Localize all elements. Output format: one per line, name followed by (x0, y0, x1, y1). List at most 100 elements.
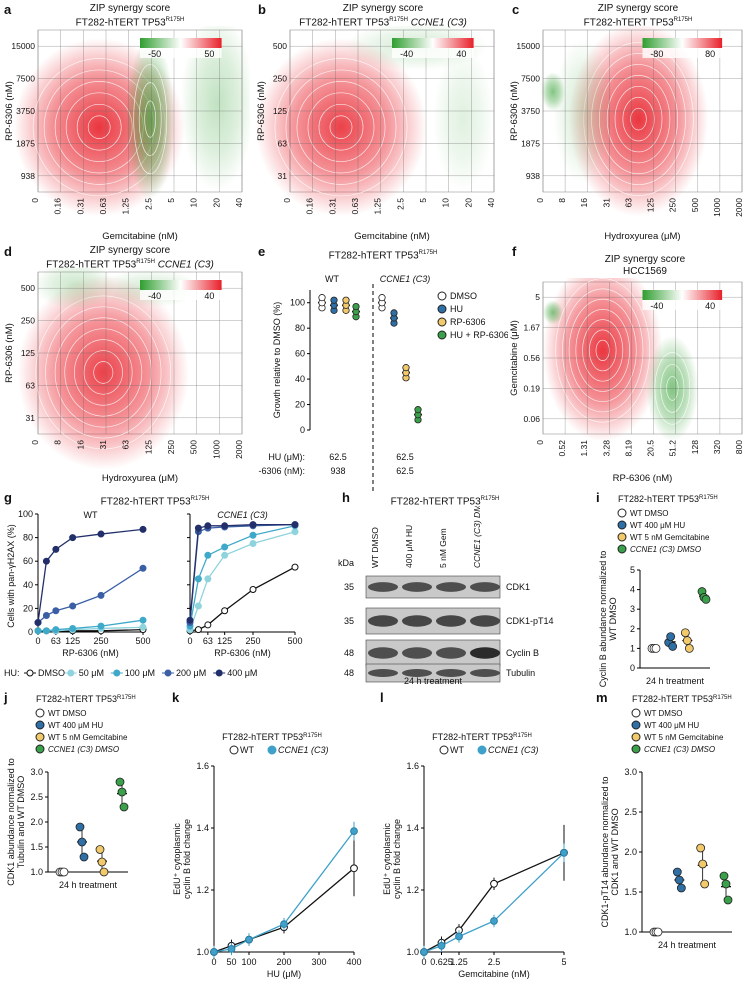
panel-label-g: g (4, 490, 12, 505)
contour-line (296, 81, 386, 174)
y-tick-label: 250 (21, 316, 35, 326)
data-point (204, 522, 212, 530)
data-point (721, 879, 731, 889)
contour-line (144, 100, 157, 138)
y-tick-label: 0.56 (523, 353, 540, 363)
data-point (291, 521, 299, 529)
y-tick-label: 1.6 (196, 761, 209, 771)
line-chart-l: FT282-hTERT TP53R175H WT CCNE1 (C3) 1.0 1.2 1… (372, 690, 582, 1007)
y-tick-label: 0 (630, 663, 635, 673)
y-tick-label: 0 (28, 627, 33, 637)
x-tick-label: 10 (189, 198, 199, 208)
x-tick-label: 8 (557, 198, 567, 203)
y-tick-label: 80 (295, 323, 305, 333)
x-tick-label: 1.25 (450, 957, 468, 967)
contour-line (588, 329, 617, 372)
band-label: CDK1 (506, 582, 530, 592)
colorbar (140, 38, 222, 48)
colorbar-max-label: 40 (456, 49, 466, 59)
x-tick-label: 128 (690, 440, 700, 454)
lane-label: 400 μM HU (404, 525, 414, 568)
data-point (115, 777, 125, 787)
data-point (378, 294, 386, 302)
panel-label-i: i (596, 490, 600, 505)
x-tick-label: 0 (187, 636, 192, 646)
data-point (437, 941, 446, 950)
band-label: CDK1-pT14 (506, 616, 554, 626)
x-tick-label: 63 (51, 636, 61, 646)
series-line (189, 525, 296, 627)
x-axis-label: RP-6306 (nM) (62, 648, 119, 658)
data-point (330, 296, 338, 304)
y-tick-label: 1 (630, 643, 635, 653)
scatter-i: FT282-hTERT TP53R175H WT DMSO WT 400 μM HU… (596, 490, 750, 688)
heatmap-a: 0 0.16 0.31 0.63 1.25 2.5 5 10 20 40 15000 7500 3750… (0, 26, 250, 242)
data-point (291, 528, 299, 536)
x-axis-label: Hydroxyurea (μM) (604, 231, 680, 242)
y-tick-label: 31 (278, 171, 288, 181)
legend-label: WT DMSO (48, 709, 87, 718)
legend-label: WT (240, 745, 254, 755)
data-point (490, 879, 498, 888)
data-point (680, 628, 690, 638)
data-point (651, 643, 661, 653)
y-tick-label: 1.0 (406, 947, 419, 957)
legend-label: DMSO (450, 291, 477, 301)
scatter-e: 0 20 40 60 80 100 Growth relative to DMSO (%) W… (258, 262, 508, 494)
x-tick-label: 5 (166, 198, 176, 203)
legend-label: RP-6306 (450, 317, 486, 327)
legend-marker (477, 745, 487, 755)
band-label: Tubulin (506, 668, 535, 678)
legend-label: 400 μM (227, 668, 257, 678)
colorbar (642, 290, 723, 300)
x-tick-label: 0 (35, 636, 40, 646)
subtitle-c: FT282-hTERT TP53R175H (583, 17, 693, 29)
y-tick-label: 1875 (16, 138, 35, 148)
title-d: ZIP synergy score (89, 245, 171, 256)
panel-label-m: m (596, 690, 608, 705)
legend-label: WT 5 nM Gemcitabine (644, 733, 724, 742)
data-point (186, 616, 194, 624)
contour-line (622, 96, 655, 142)
data-point (42, 557, 50, 565)
contour-line (562, 288, 644, 413)
legend-label: HU (450, 304, 463, 314)
title-e: FT282-hTERT TP53R175H (328, 250, 438, 262)
data-point (139, 525, 147, 533)
legend-marker (617, 508, 627, 518)
x-tick-label: 300 (311, 957, 326, 967)
y-tick-label: 500 (21, 283, 35, 293)
x-tick-label: 0.52 (557, 440, 567, 457)
data-point (676, 883, 686, 893)
data-point (221, 522, 229, 530)
group-label: CCNE1 (C3) (217, 510, 268, 520)
y-tick-label: 5 (535, 292, 540, 302)
legend-label: DMSO (38, 668, 65, 678)
x-tick-label: 1000 (712, 198, 722, 217)
kda-marker: 48 (344, 668, 354, 678)
panel-label-d: d (4, 244, 12, 259)
data-point (52, 545, 60, 553)
data-point (698, 859, 708, 869)
y-tick-label: 938 (21, 171, 35, 181)
contour-line (45, 306, 162, 439)
footer-label: 24 h treatment (646, 676, 705, 686)
x-axis-label: Hydroxyurea (μM) (102, 473, 178, 484)
y-tick-label: 1.2 (406, 885, 419, 895)
data-point (674, 875, 684, 885)
data-point (249, 540, 257, 547)
y-tick-label: 938 (526, 171, 540, 181)
y-tick-label: 1.5 (30, 842, 43, 852)
data-point (194, 626, 202, 634)
x-tick-label: 0.16 (305, 198, 315, 215)
x-tick-label: 1000 (211, 440, 221, 459)
heatmap-d: 0 8 16 31 63 125 250 500 1000 2000 500 250 125 63 31 -4… (0, 268, 250, 484)
legend-marker (35, 732, 45, 742)
x-tick-label: 500 (287, 636, 302, 646)
data-point (75, 822, 85, 832)
x-tick-label: 2.5 (395, 198, 405, 210)
y-tick-label: 15000 (516, 41, 540, 51)
row-label: RP-6306 (nM): (258, 466, 305, 476)
x-tick-label: 500 (135, 636, 150, 646)
footer-label: 24 h treatment (658, 940, 717, 950)
